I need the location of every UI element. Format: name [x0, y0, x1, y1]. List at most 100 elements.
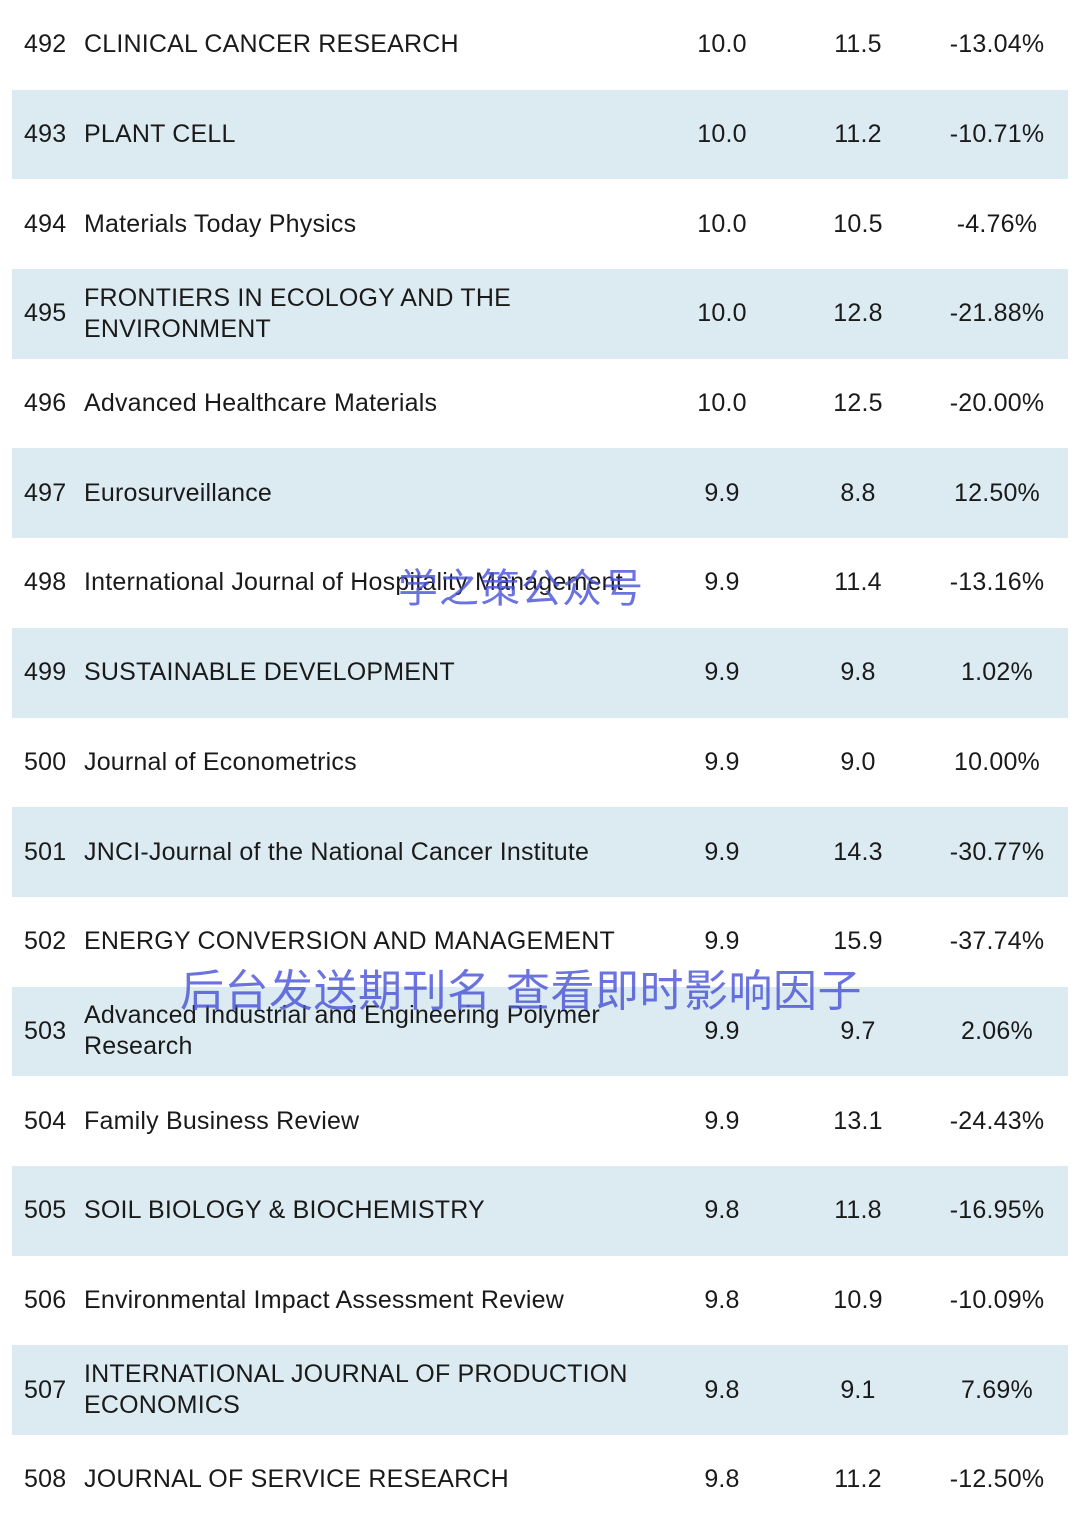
- previous-impact-factor-cell: 9.8: [840, 658, 876, 687]
- impact-factor-cell: 9.9: [704, 927, 740, 956]
- rank-cell: 504: [24, 1106, 67, 1135]
- journal-name-cell: SOIL BIOLOGY & BIOCHEMISTRY: [84, 1196, 485, 1225]
- journal-name-cell: JOURNAL OF SERVICE RESEARCH: [84, 1465, 509, 1494]
- impact-factor-cell: 9.8: [704, 1465, 740, 1494]
- previous-impact-factor-cell: 9.0: [840, 747, 876, 776]
- table-row: 503 Advanced Industrial and Engineering …: [12, 986, 1068, 1077]
- journal-name-cell: CLINICAL CANCER RESEARCH: [84, 30, 459, 59]
- journal-name-cell: Environmental Impact Assessment Review: [84, 1285, 565, 1314]
- table-row: 497 Eurosurveillance 9.9 8.8 12.50%: [12, 448, 1068, 539]
- journal-name-cell: PLANT CELL: [84, 120, 236, 149]
- previous-impact-factor-cell: 12.5: [833, 389, 883, 418]
- change-percent-cell: 10.00%: [954, 747, 1040, 776]
- journal-ranking-table: 492 CLINICAL CANCER RESEARCH 10.0 11.5 -…: [12, 0, 1068, 1525]
- table-row: 493 PLANT CELL 10.0 11.2 -10.71%: [12, 89, 1068, 180]
- table-row: 496 Advanced Healthcare Materials 10.0 1…: [12, 359, 1068, 449]
- change-percent-cell: -4.76%: [956, 209, 1038, 238]
- previous-impact-factor-cell: 9.7: [840, 1016, 876, 1045]
- previous-impact-factor-cell: 14.3: [833, 837, 883, 866]
- impact-factor-cell: 10.0: [697, 209, 747, 238]
- rank-cell: 496: [24, 389, 67, 418]
- table-row: 502 ENERGY CONVERSION AND MANAGEMENT 9.9…: [12, 897, 1068, 987]
- impact-factor-cell: 9.9: [704, 1106, 740, 1135]
- impact-factor-cell: 9.8: [704, 1285, 740, 1314]
- table-row: 505 SOIL BIOLOGY & BIOCHEMISTRY 9.8 11.8…: [12, 1165, 1068, 1256]
- rank-cell: 497: [24, 478, 67, 507]
- journal-name-cell: Advanced Industrial and Engineering Poly…: [84, 1001, 600, 1061]
- previous-impact-factor-cell: 15.9: [833, 927, 883, 956]
- journal-name-cell: JNCI-Journal of the National Cancer Inst…: [84, 837, 590, 866]
- rank-cell: 507: [24, 1375, 67, 1404]
- change-percent-cell: 12.50%: [954, 478, 1040, 507]
- rank-cell: 492: [24, 30, 67, 59]
- rank-cell: 495: [24, 299, 67, 328]
- impact-factor-cell: 9.9: [704, 1016, 740, 1045]
- journal-name-cell: INTERNATIONAL JOURNAL OF PRODUCTION ECON…: [84, 1360, 628, 1420]
- previous-impact-factor-cell: 11.8: [834, 1196, 882, 1225]
- change-percent-cell: -24.43%: [949, 1106, 1045, 1135]
- watermark-account-name: 学之策公众号: [398, 566, 644, 612]
- change-percent-cell: -30.77%: [949, 837, 1045, 866]
- journal-name-cell: Advanced Healthcare Materials: [84, 389, 438, 418]
- change-percent-cell: 2.06%: [961, 1016, 1033, 1045]
- journal-name-cell: FRONTIERS IN ECOLOGY AND THE ENVIRONMENT: [84, 283, 511, 343]
- rank-cell: 505: [24, 1196, 67, 1225]
- change-percent-cell: -20.00%: [949, 389, 1045, 418]
- rank-cell: 506: [24, 1285, 67, 1314]
- rank-cell: 493: [24, 120, 67, 149]
- previous-impact-factor-cell: 9.1: [840, 1375, 876, 1404]
- previous-impact-factor-cell: 11.5: [834, 30, 882, 59]
- change-percent-cell: -13.04%: [949, 30, 1045, 59]
- table-row: 504 Family Business Review 9.9 13.1 -24.…: [12, 1076, 1068, 1166]
- change-percent-cell: -16.95%: [949, 1196, 1045, 1225]
- impact-factor-cell: 9.9: [704, 837, 740, 866]
- previous-impact-factor-cell: 12.8: [833, 299, 883, 328]
- journal-name-cell: ENERGY CONVERSION AND MANAGEMENT: [84, 927, 616, 956]
- impact-factor-cell: 9.8: [704, 1375, 740, 1404]
- rank-cell: 499: [24, 658, 67, 687]
- impact-factor-cell: 10.0: [697, 299, 747, 328]
- previous-impact-factor-cell: 10.5: [833, 209, 883, 238]
- change-percent-cell: -12.50%: [949, 1465, 1045, 1494]
- impact-factor-cell: 9.9: [704, 568, 740, 597]
- rank-cell: 503: [24, 1016, 67, 1045]
- journal-name-cell: Family Business Review: [84, 1106, 360, 1135]
- table-row: 500 Journal of Econometrics 9.9 9.0 10.0…: [12, 718, 1068, 808]
- table-row: 499 SUSTAINABLE DEVELOPMENT 9.9 9.8 1.02…: [12, 627, 1068, 718]
- previous-impact-factor-cell: 11.2: [834, 1465, 882, 1494]
- impact-factor-cell: 9.9: [704, 478, 740, 507]
- previous-impact-factor-cell: 8.8: [840, 478, 876, 507]
- table-row: 494 Materials Today Physics 10.0 10.5 -4…: [12, 179, 1068, 269]
- previous-impact-factor-cell: 11.4: [834, 568, 882, 597]
- impact-factor-cell: 10.0: [697, 30, 747, 59]
- journal-name-cell: Materials Today Physics: [84, 209, 357, 238]
- rank-cell: 498: [24, 568, 67, 597]
- impact-factor-cell: 10.0: [697, 389, 747, 418]
- previous-impact-factor-cell: 11.2: [834, 120, 882, 149]
- change-percent-cell: -10.09%: [949, 1285, 1045, 1314]
- change-percent-cell: -13.16%: [949, 568, 1045, 597]
- table-row: 495 FRONTIERS IN ECOLOGY AND THE ENVIRON…: [12, 269, 1068, 359]
- impact-factor-cell: 9.9: [704, 747, 740, 776]
- impact-factor-cell: 10.0: [697, 120, 747, 149]
- rank-cell: 508: [24, 1465, 67, 1494]
- table-row: 507 INTERNATIONAL JOURNAL OF PRODUCTION …: [12, 1345, 1068, 1435]
- table-row: 492 CLINICAL CANCER RESEARCH 10.0 11.5 -…: [12, 0, 1068, 90]
- change-percent-cell: -37.74%: [949, 927, 1045, 956]
- table-row: 498 International Journal of Hospitality…: [12, 538, 1068, 628]
- rank-cell: 502: [24, 927, 67, 956]
- rank-cell: 501: [24, 837, 67, 866]
- rank-cell: 494: [24, 209, 67, 238]
- watermark-instruction: 后台发送期刊名 查看即时影响因子: [180, 966, 862, 1017]
- change-percent-cell: -10.71%: [949, 120, 1045, 149]
- rank-cell: 500: [24, 747, 67, 776]
- journal-name-cell: Eurosurveillance: [84, 478, 273, 507]
- change-percent-cell: 7.69%: [961, 1375, 1033, 1404]
- change-percent-cell: 1.02%: [961, 658, 1033, 687]
- journal-name-cell: Journal of Econometrics: [84, 747, 357, 776]
- journal-name-cell: International Journal of Hospitality Man…: [84, 568, 623, 597]
- previous-impact-factor-cell: 13.1: [833, 1106, 883, 1135]
- change-percent-cell: -21.88%: [949, 299, 1045, 328]
- journal-name-cell: SUSTAINABLE DEVELOPMENT: [84, 658, 455, 687]
- impact-factor-cell: 9.9: [704, 658, 740, 687]
